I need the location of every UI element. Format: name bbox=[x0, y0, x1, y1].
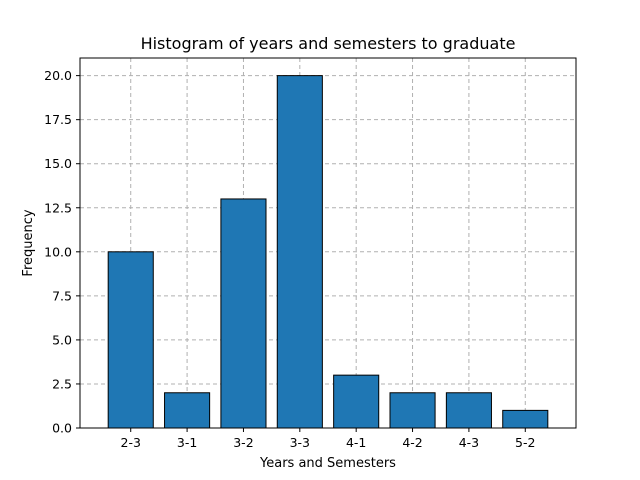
y-tick-label: 5.0 bbox=[52, 332, 72, 347]
x-tick-label: 2-3 bbox=[121, 435, 141, 450]
y-tick-label: 2.5 bbox=[52, 376, 72, 391]
bar-4-3 bbox=[445, 392, 492, 429]
y-tick-label: 20.0 bbox=[44, 68, 72, 83]
x-tick-label: 5-2 bbox=[515, 435, 535, 450]
bar-3-3 bbox=[276, 75, 323, 429]
bar-4-2 bbox=[389, 392, 436, 429]
x-tick-label: 4-1 bbox=[346, 435, 366, 450]
y-tick-label: 10.0 bbox=[44, 244, 72, 259]
y-tick-label: 12.5 bbox=[44, 200, 72, 215]
y-axis-ticks: 0.0 2.5 5.0 7.5 10.0 12.5 15.0 17.5 20.0 bbox=[44, 68, 80, 436]
x-tick-label: 3-2 bbox=[233, 435, 253, 450]
y-tick-label: 17.5 bbox=[44, 112, 72, 127]
y-axis-label: Frequency bbox=[21, 209, 36, 276]
bar-3-2 bbox=[220, 198, 267, 429]
x-tick-label: 3-3 bbox=[290, 435, 310, 450]
x-axis-ticks: 2-3 3-1 3-2 3-3 4-1 4-2 4-3 5-2 bbox=[121, 428, 535, 450]
chart-title: Histogram of years and semesters to grad… bbox=[141, 34, 516, 53]
y-tick-label: 0.0 bbox=[52, 421, 72, 436]
x-tick-label: 4-3 bbox=[459, 435, 479, 450]
bar-2-3 bbox=[107, 251, 154, 429]
x-axis-label: Years and Semesters bbox=[259, 456, 396, 471]
x-tick-label: 4-2 bbox=[402, 435, 422, 450]
bar-5-2 bbox=[502, 409, 549, 429]
grid bbox=[80, 58, 576, 429]
x-tick-label: 3-1 bbox=[177, 435, 197, 450]
bar-3-1 bbox=[164, 392, 211, 429]
y-tick-label: 7.5 bbox=[52, 288, 72, 303]
plot-frame bbox=[79, 57, 577, 429]
bars bbox=[107, 75, 549, 429]
y-tick-label: 15.0 bbox=[44, 156, 72, 171]
bar-4-1 bbox=[333, 374, 380, 429]
